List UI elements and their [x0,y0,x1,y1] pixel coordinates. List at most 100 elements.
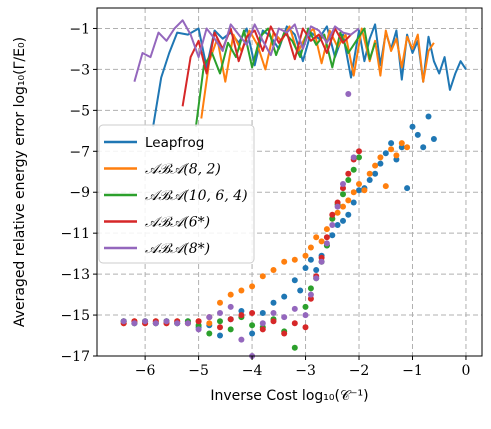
x-tick-label: −4 [242,363,263,379]
data-point [217,299,223,306]
data-point [206,320,213,327]
data-point [238,312,245,319]
data-point [184,320,191,327]
x-axis-label: Inverse Cost log₁₀(𝒞⁻¹) [210,388,368,404]
data-point [307,295,314,302]
data-point [302,303,309,310]
data-point [217,332,223,339]
data-point [302,312,309,319]
data-point [398,144,405,151]
data-series [120,19,467,359]
data-point [270,318,277,325]
data-point [350,166,357,173]
data-point [281,258,288,265]
data-point [238,287,245,294]
data-point [227,303,234,310]
data-point [142,318,149,325]
data-point [313,234,320,241]
data-point [307,291,314,298]
data-point [372,162,379,169]
x-tick-label: −6 [135,363,156,379]
data-point [297,287,304,294]
legend-box [98,124,255,264]
legend-label: 𝒜ℬ𝒜(6*) [145,215,210,231]
data-point [307,244,314,251]
y-tick-label: −17 [60,349,90,365]
data-point [323,240,330,247]
y-tick-label: −7 [69,144,90,160]
data-point [356,187,362,194]
data-point [227,291,234,298]
data-point [217,324,223,331]
data-point [313,275,320,282]
legend-label: Leapfrog [145,135,204,151]
data-point [270,310,277,316]
data-point [377,154,384,161]
legend: Leapfrog 𝒜ℬ𝒜(8, 2) 𝒜ℬ𝒜(10, 6, 4) 𝒜ℬ𝒜(6*) 𝒜ℬ𝒜… [98,124,255,264]
data-point [318,254,325,261]
data-point [291,256,298,263]
plot-frame [96,7,483,357]
data-point [356,181,362,187]
data-point [174,320,181,327]
data-point [382,183,389,190]
y-tick-label: −5 [69,103,90,119]
data-point [382,150,389,157]
data-point [366,177,373,183]
data-point [388,146,395,153]
data-point [425,113,432,120]
data-point [340,191,346,198]
data-point [430,136,437,142]
data-point [350,154,357,161]
data-point [217,318,223,325]
data-point [259,273,266,280]
data-point [259,310,266,316]
data-point [323,226,330,233]
data-point [195,318,202,325]
data-point [206,314,213,321]
y-axis-label: Averaged relative energy error log₁₀(Γ/E… [12,37,28,327]
legend-label: 𝒜ℬ𝒜(8*) [145,241,210,257]
data-point [217,310,223,316]
x-tick-label: −5 [188,363,209,379]
data-point [307,256,314,263]
data-point [249,283,256,290]
data-point [259,326,266,333]
data-point [345,177,352,183]
data-point [340,181,346,187]
data-point [404,144,411,151]
data-point [377,160,384,167]
data-point [334,222,341,228]
data-point [238,336,245,343]
x-tick-label: 0 [461,363,470,379]
y-tick-label: −11 [60,226,90,242]
data-point [318,258,325,265]
data-point [361,187,368,194]
data-point [345,197,352,204]
data-point [131,320,138,327]
data-point [334,203,341,210]
data-point [329,232,336,239]
data-point [227,316,234,323]
data-point [281,293,288,300]
data-point [281,314,288,321]
data-point [345,170,352,177]
data-point [313,267,320,273]
data-point [249,322,256,329]
data-point [329,222,336,228]
axis-ticks: −6 −5 −4 −3 −2 −1 0 −1 −3 −5 −7 −9 −11 −13 −15 −17 [60,21,470,379]
data-point [340,217,346,224]
data-point [270,299,277,306]
data-point [323,234,330,241]
data-point [302,252,309,259]
y-tick-label: −13 [60,267,90,283]
data-point [393,156,400,163]
data-point [345,211,352,218]
data-point [350,199,357,206]
data-point [409,123,416,130]
series-line [200,25,435,119]
data-point [281,330,288,337]
data-point [238,308,245,314]
data-point [163,318,170,325]
x-tick-label: −1 [402,363,423,379]
